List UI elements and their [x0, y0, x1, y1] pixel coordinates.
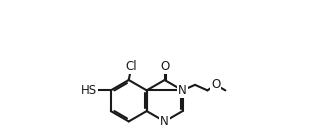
Text: N: N [178, 84, 187, 97]
Text: HS: HS [81, 84, 97, 97]
Text: Cl: Cl [126, 60, 137, 73]
Text: O: O [160, 60, 169, 73]
Text: N: N [160, 115, 169, 128]
Text: O: O [211, 78, 220, 91]
